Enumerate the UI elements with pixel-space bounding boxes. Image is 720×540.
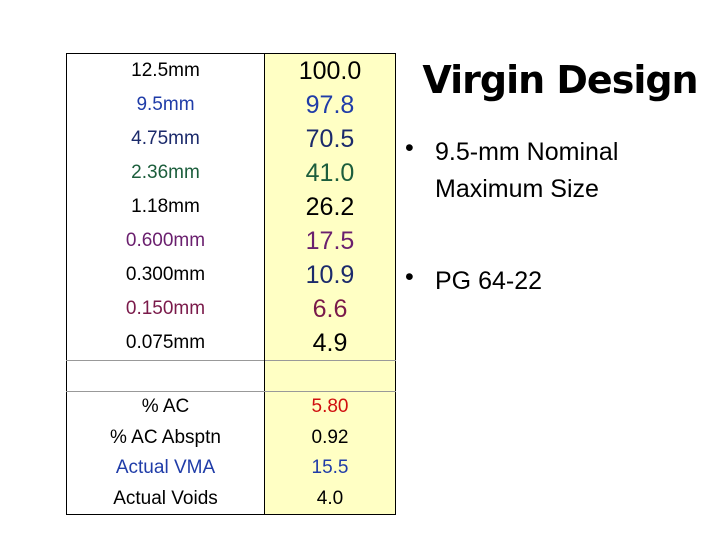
- property-row: % AC Absptn 0.92: [66, 422, 396, 453]
- sieve-row: 0.150mm 6.6: [66, 292, 396, 326]
- sieve-size: 1.18mm: [66, 190, 265, 224]
- sieve-size: 4.75mm: [66, 122, 265, 156]
- property-name: % AC Absptn: [66, 422, 265, 453]
- sieve-size: 0.600mm: [66, 224, 265, 258]
- gradation-table: 12.5mm 100.0 9.5mm 97.8 4.75mm 70.5 2.36mm 4…: [66, 53, 396, 515]
- percent-passing: 6.6: [264, 292, 396, 326]
- sieve-row: 12.5mm 100.0: [66, 53, 396, 88]
- property-value: 5.80: [264, 391, 396, 423]
- percent-passing: 4.9: [264, 326, 396, 361]
- sieve-size: 2.36mm: [66, 156, 265, 190]
- bullet-item: • PG 64-22: [405, 263, 685, 300]
- percent-passing: 26.2: [264, 190, 396, 224]
- property-row: % AC 5.80: [66, 391, 396, 423]
- property-name: Actual Voids: [66, 483, 265, 515]
- property-value: 0.92: [264, 422, 396, 453]
- percent-passing: 41.0: [264, 156, 396, 190]
- sieve-size: 9.5mm: [66, 88, 265, 122]
- slide-title: Virgin Design: [422, 58, 698, 102]
- percent-passing: 10.9: [264, 258, 396, 292]
- bullet-text: PG 64-22: [435, 267, 543, 295]
- percent-passing: 100.0: [264, 53, 396, 88]
- bullet-item: • 9.5-mm Nominal Maximum Size: [405, 134, 685, 208]
- property-value: 15.5: [264, 453, 396, 484]
- bullet-text: 9.5-mm Nominal Maximum Size: [435, 138, 619, 203]
- sieve-row: 9.5mm 97.8: [66, 88, 396, 122]
- property-row: Actual Voids 4.0: [66, 483, 396, 515]
- property-row: Actual VMA 15.5: [66, 453, 396, 484]
- sieve-size: 0.150mm: [66, 292, 265, 326]
- property-value: 4.0: [264, 483, 396, 515]
- percent-passing: 97.8: [264, 88, 396, 122]
- property-name: Actual VMA: [66, 453, 265, 484]
- sieve-size: 0.300mm: [66, 258, 265, 292]
- property-name: % AC: [66, 391, 265, 423]
- blank-row: [66, 360, 396, 392]
- sieve-row: 1.18mm 26.2: [66, 190, 396, 224]
- percent-passing: 70.5: [264, 122, 396, 156]
- sieve-row: 0.300mm 10.9: [66, 258, 396, 292]
- sieve-row: 4.75mm 70.5: [66, 122, 396, 156]
- sieve-row: 0.075mm 4.9: [66, 326, 396, 361]
- percent-passing: 17.5: [264, 224, 396, 258]
- sieve-size: 12.5mm: [66, 53, 265, 88]
- sieve-row: 2.36mm 41.0: [66, 156, 396, 190]
- sieve-size: 0.075mm: [66, 326, 265, 361]
- sieve-row: 0.600mm 17.5: [66, 224, 396, 258]
